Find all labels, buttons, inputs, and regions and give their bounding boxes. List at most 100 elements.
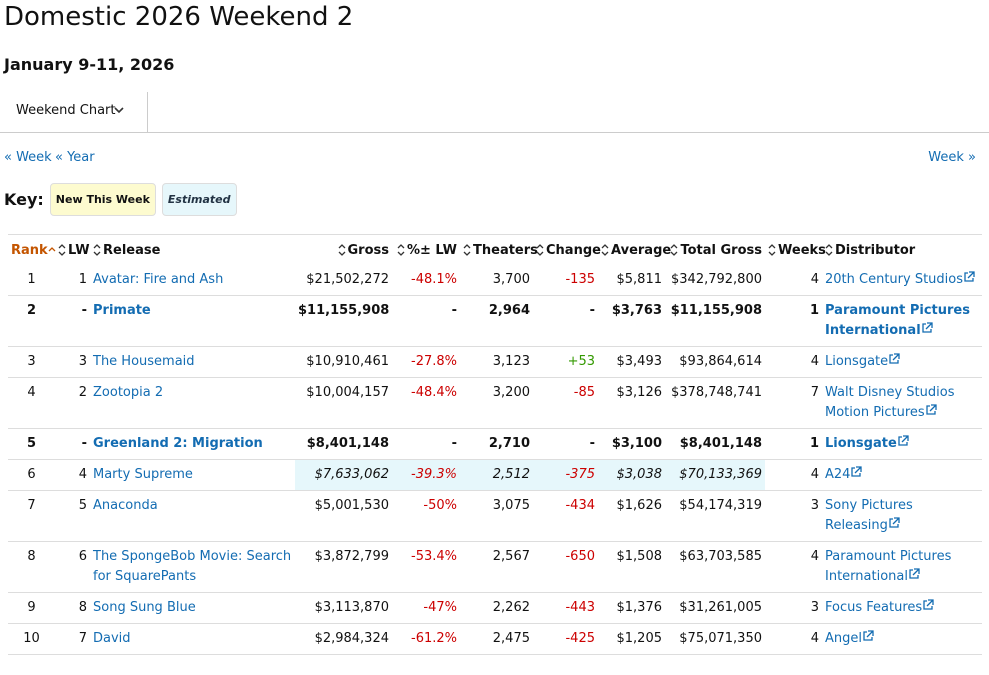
column-header-label: Theaters bbox=[473, 242, 538, 258]
distributor-link[interactable]: Walt Disney Studios Motion Pictures bbox=[825, 385, 954, 420]
external-link-icon bbox=[851, 466, 863, 477]
dropdown-chevron bbox=[114, 107, 124, 114]
next-week-link[interactable]: Week » bbox=[928, 150, 976, 165]
table-cell: 7 bbox=[55, 623, 90, 655]
distributor-link[interactable]: A24 bbox=[825, 466, 863, 482]
column-header[interactable]: Distributor bbox=[822, 234, 982, 265]
column-header-label: Total Gross bbox=[680, 242, 762, 258]
cell-text: - bbox=[589, 303, 595, 318]
prev-year-link[interactable]: « Year bbox=[55, 150, 95, 165]
table-cell: Angel bbox=[822, 623, 982, 655]
cell-text: -53.4% bbox=[411, 549, 457, 564]
table-cell: 2,964 bbox=[460, 295, 533, 347]
table-cell: 2,567 bbox=[460, 541, 533, 593]
column-header[interactable]: Total Gross bbox=[665, 234, 765, 265]
table-cell: 4 bbox=[8, 377, 55, 429]
column-header[interactable]: Theaters bbox=[460, 234, 538, 265]
table-cell: -48.4% bbox=[392, 377, 460, 429]
table-cell: -50% bbox=[392, 490, 460, 542]
column-header[interactable]: Weeks bbox=[765, 234, 826, 265]
table-cell: $10,004,157 bbox=[295, 377, 392, 429]
external-link-icon bbox=[889, 517, 900, 528]
column-header[interactable]: Change bbox=[533, 234, 601, 265]
column-header[interactable]: Gross bbox=[295, 234, 392, 265]
cell-text: $3,038 bbox=[616, 467, 663, 482]
cell-text: $21,502,272 bbox=[306, 272, 389, 287]
release-link[interactable]: Avatar: Fire and Ash bbox=[93, 272, 224, 287]
column-header[interactable]: Average bbox=[598, 234, 671, 265]
cell-text: -85 bbox=[573, 385, 595, 400]
external-link-icon bbox=[923, 599, 934, 610]
sort-icon bbox=[536, 244, 544, 256]
table-cell: $11,155,908 bbox=[665, 295, 765, 347]
distributor-link[interactable]: Lionsgate bbox=[825, 353, 900, 369]
column-header[interactable]: Rank bbox=[8, 234, 56, 265]
distributor-name: Focus Features bbox=[825, 600, 923, 615]
cell-text: +53 bbox=[567, 354, 595, 369]
column-header-label: Average bbox=[611, 242, 672, 258]
table-cell: +53 bbox=[533, 346, 598, 378]
cell-text: 2,475 bbox=[492, 631, 530, 646]
table-cell: $3,113,870 bbox=[295, 592, 392, 624]
dropdown-label: Weekend Chart bbox=[16, 103, 116, 118]
table-cell: -135 bbox=[533, 265, 598, 296]
cell-text: $3,100 bbox=[611, 436, 662, 451]
table-cell: $63,703,585 bbox=[665, 541, 765, 593]
sort-icon bbox=[825, 244, 833, 256]
release-link[interactable]: Marty Supreme bbox=[93, 467, 193, 482]
sort-icon bbox=[671, 244, 678, 256]
page-title: Domestic 2026 Weekend 2 bbox=[4, 2, 354, 32]
divider bbox=[0, 132, 989, 133]
column-header[interactable]: %± LW bbox=[392, 234, 460, 265]
external-link-icon bbox=[889, 353, 900, 364]
table-cell: 6 bbox=[8, 459, 55, 491]
table-cell: Anaconda bbox=[90, 490, 295, 542]
table-cell: $1,205 bbox=[598, 623, 665, 655]
table-cell: 4 bbox=[765, 623, 822, 655]
sort-icon bbox=[463, 244, 471, 256]
release-link[interactable]: Anaconda bbox=[93, 498, 158, 513]
cell-text: 4 bbox=[78, 467, 87, 482]
column-header[interactable]: Release bbox=[90, 234, 295, 265]
table-body: 1 1 Avatar: Fire and Ash $21,502,272 -48.1% 3… bbox=[8, 265, 982, 655]
release-link[interactable]: David bbox=[93, 631, 131, 646]
header-row: Rank LW Release Gross %± LW Theaters Change Ave… bbox=[8, 234, 982, 265]
weekend-table: Rank LW Release Gross %± LW Theaters Change Ave… bbox=[8, 234, 982, 655]
release-link[interactable]: The SpongeBob Movie: Search for SquarePa… bbox=[93, 549, 292, 584]
chart-dropdown[interactable]: Weekend Chart bbox=[0, 92, 148, 132]
cell-text: 8 bbox=[27, 549, 36, 564]
distributor-link[interactable]: Paramount Pictures International bbox=[825, 549, 951, 584]
table-cell: 7 bbox=[765, 377, 822, 429]
distributor-link[interactable]: Angel bbox=[825, 630, 874, 646]
external-link-icon bbox=[863, 630, 874, 641]
release-link[interactable]: Song Sung Blue bbox=[93, 600, 196, 615]
distributor-link[interactable]: 20th Century Studios bbox=[825, 271, 975, 287]
cell-text: $1,376 bbox=[616, 600, 663, 615]
release-link[interactable]: Greenland 2: Migration bbox=[93, 436, 263, 451]
column-header-label: Change bbox=[546, 242, 601, 258]
cell-text: -27.8% bbox=[411, 354, 457, 369]
column-header-label: LW bbox=[68, 242, 90, 258]
table-cell: $5,811 bbox=[598, 265, 665, 296]
cell-text: - bbox=[81, 436, 87, 451]
table-cell: $1,508 bbox=[598, 541, 665, 593]
column-header[interactable]: LW bbox=[55, 234, 90, 265]
cell-text: 4 bbox=[810, 467, 819, 482]
release-link[interactable]: Zootopia 2 bbox=[93, 385, 164, 400]
table-cell: 8 bbox=[8, 541, 55, 593]
distributor-link[interactable]: Focus Features bbox=[825, 599, 934, 615]
release-link[interactable]: The Housemaid bbox=[93, 354, 195, 369]
table-cell: - bbox=[55, 295, 90, 347]
prev-week-link[interactable]: « Week bbox=[4, 150, 52, 165]
distributor-link[interactable]: Paramount Pictures International bbox=[825, 303, 970, 338]
cell-text: -39.3% bbox=[411, 467, 457, 482]
table-cell: $10,910,461 bbox=[295, 346, 392, 378]
cell-text: $378,748,741 bbox=[671, 385, 762, 400]
cell-text: 4 bbox=[810, 631, 819, 646]
release-link[interactable]: Primate bbox=[93, 303, 151, 318]
distributor-link[interactable]: Lionsgate bbox=[825, 435, 909, 451]
cell-text: -47% bbox=[423, 600, 457, 615]
table-cell: Lionsgate bbox=[822, 346, 982, 378]
distributor-link[interactable]: Sony Pictures Releasing bbox=[825, 498, 913, 533]
cell-text: 6 bbox=[27, 467, 36, 482]
